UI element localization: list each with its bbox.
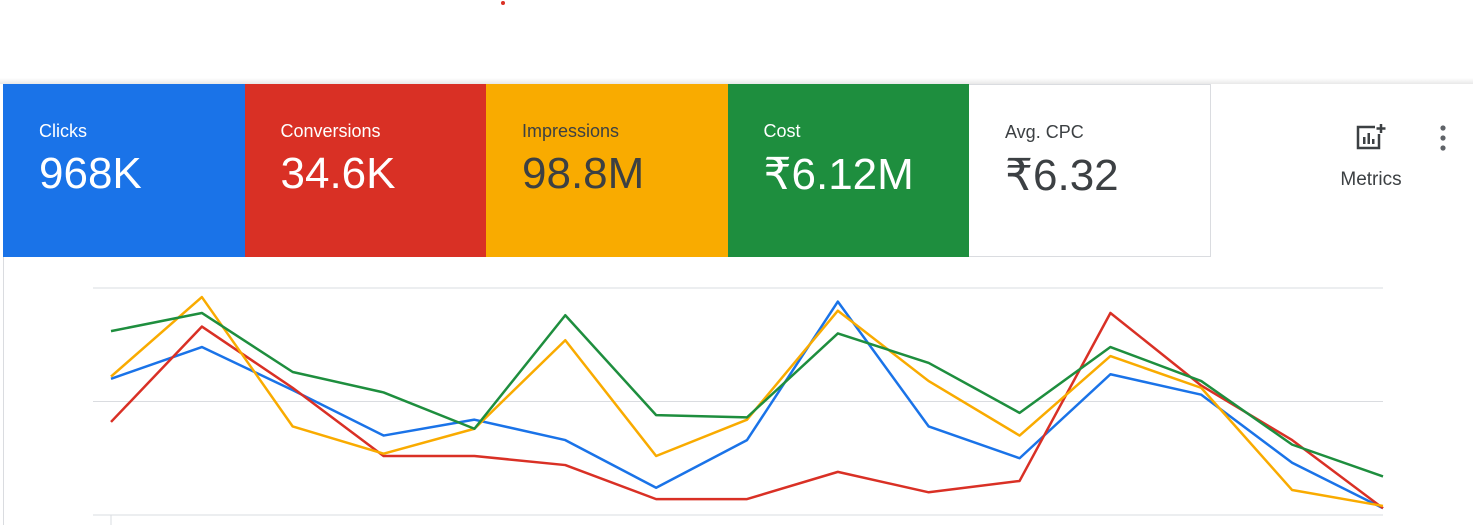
card-value: 34.6K [280,149,396,198]
card-label: Cost [763,121,801,141]
series-line [110,300,1384,510]
metrics-button[interactable]: Metrics [1322,123,1420,191]
card-value: ₹6.32 [1005,151,1119,200]
metric-card[interactable]: Cost ₹6.12M [727,84,969,257]
metric-card[interactable]: Conversions 34.6K [244,84,486,257]
series-line [110,295,1384,508]
metrics-label: Metrics [1340,169,1402,190]
card-label: Clicks [39,121,87,141]
metric-cards: Clicks 968K Conversions 34.6K Impressions 98.… [3,84,1211,257]
metrics-icon [1356,123,1387,150]
metric-card[interactable]: Impressions 98.8M [486,84,728,257]
metric-card[interactable]: Clicks 968K [3,84,245,257]
more-menu[interactable] [1436,124,1450,154]
card-value: 98.8M [522,149,645,198]
card-label: Avg. CPC [1005,122,1084,142]
indicator-dot [501,1,505,5]
card-value: ₹6.12M [763,150,914,199]
card-label: Impressions [522,121,620,141]
card-value: 968K [39,149,142,198]
series-line [110,311,1384,478]
divider-shadow [0,78,1473,84]
metric-card[interactable]: Avg. CPC ₹6.32 [969,84,1211,257]
card-label: Conversions [280,121,381,141]
series-line [110,311,1384,510]
